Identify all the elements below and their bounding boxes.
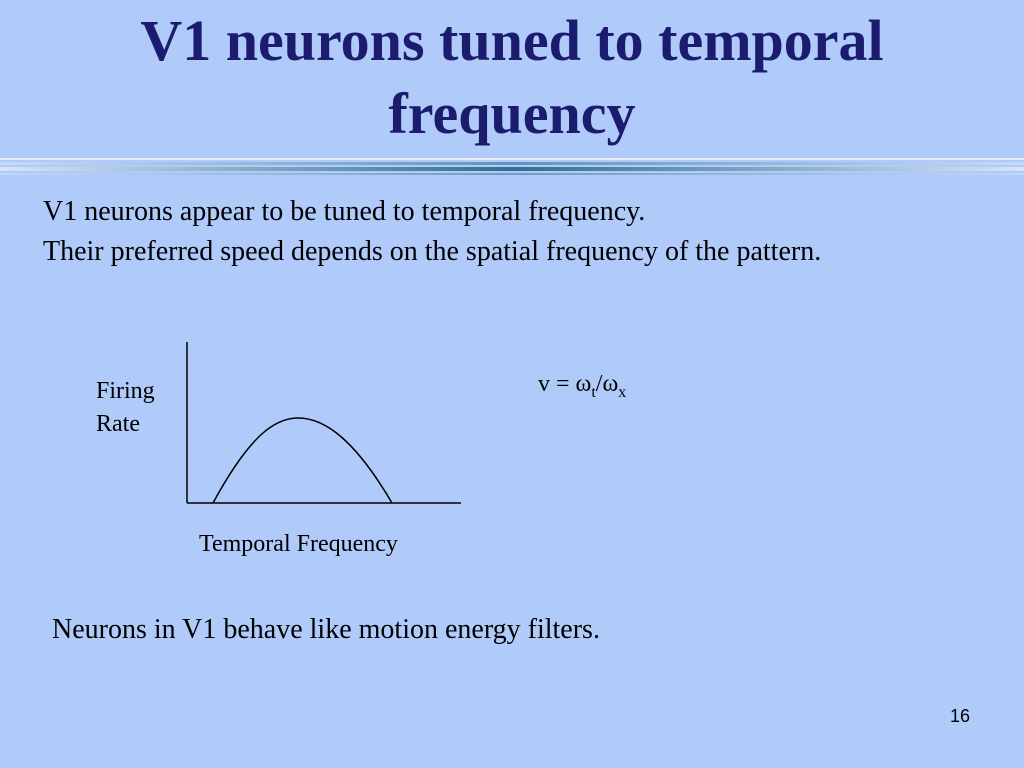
- equation: v = ωt/ωx: [538, 368, 626, 409]
- body-line: Their preferred speed depends on the spa…: [43, 236, 822, 267]
- equation-subscript: t: [591, 383, 596, 401]
- x-label: Temporal Frequency: [199, 531, 398, 557]
- y-label: Rate: [96, 411, 140, 437]
- title-rule: [0, 158, 1024, 175]
- title-line: V1 neurons tuned to temporal: [140, 8, 884, 73]
- page-number: 16: [950, 706, 971, 726]
- equation-subscript: x: [618, 383, 627, 401]
- tuning-diagram: [186, 342, 461, 504]
- title-line: frequency: [388, 81, 636, 146]
- y-label: Firing: [96, 378, 155, 404]
- body-line: V1 neurons appear to be tuned to tempora…: [43, 196, 646, 227]
- footer-text: Neurons in V1 behave like motion energy …: [52, 614, 600, 645]
- equation-part: v = ω: [538, 371, 592, 397]
- equation-part: /ω: [595, 371, 619, 397]
